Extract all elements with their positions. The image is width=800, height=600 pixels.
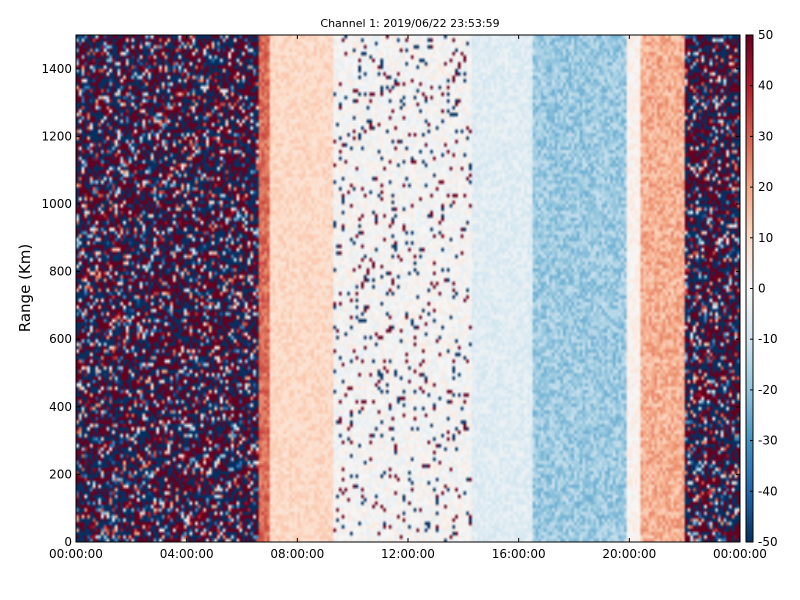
x-tick-label: 00:00:00 bbox=[49, 547, 103, 561]
x-tick-label: 08:00:00 bbox=[270, 547, 324, 561]
x-tick-label: 20:00:00 bbox=[602, 547, 656, 561]
y-tick-label: 1000 bbox=[41, 197, 72, 211]
colorbar-tick-label: -30 bbox=[758, 434, 778, 448]
colorbar-tick-label: -40 bbox=[758, 484, 778, 498]
colorbar-tick-label: 30 bbox=[758, 129, 773, 143]
colorbar-tick-label: 40 bbox=[758, 79, 773, 93]
colorbar-tick-label: -50 bbox=[758, 535, 778, 549]
colorbar-tick-label: 10 bbox=[758, 231, 773, 245]
y-tick-label: 200 bbox=[49, 467, 72, 481]
heatmap-plot-area bbox=[75, 34, 741, 543]
colorbar: 50 40 30 20 10 0 -10 -20 -30 -40 -50 bbox=[745, 28, 778, 549]
y-axis-label: Range (Km) bbox=[16, 244, 34, 332]
x-tick-label: 16:00:00 bbox=[492, 547, 546, 561]
y-tick-label: 0 bbox=[64, 535, 72, 549]
colorbar-tick-label: -20 bbox=[758, 383, 778, 397]
heatmap-image bbox=[76, 35, 740, 542]
y-tick-label: 1200 bbox=[41, 129, 72, 143]
x-tick-label: 12:00:00 bbox=[381, 547, 435, 561]
y-tick-label: 1400 bbox=[41, 62, 72, 76]
colorbar-tick-label: -10 bbox=[758, 332, 778, 346]
y-tick-label: 400 bbox=[49, 400, 72, 414]
x-axis: 00:00:00 04:00:00 08:00:00 12:00:00 16:00:00… bbox=[49, 35, 767, 561]
y-tick-label: 800 bbox=[49, 265, 72, 279]
colorbar-tick-label: 20 bbox=[758, 180, 773, 194]
y-axis: 0 200 400 600 800 1000 1200 1400 bbox=[41, 62, 740, 549]
colorbar-tick-label: 0 bbox=[758, 282, 766, 296]
colorbar-ticks: 50 40 30 20 10 0 -10 -20 -30 -40 -50 bbox=[750, 28, 778, 549]
x-tick-label: 04:00:00 bbox=[160, 547, 214, 561]
x-tick-label: 00:00:00 bbox=[713, 547, 767, 561]
colorbar-tick-label: 50 bbox=[758, 28, 773, 42]
y-tick-label: 600 bbox=[49, 332, 72, 346]
chart-title: Channel 1: 2019/06/22 23:53:59 bbox=[320, 17, 499, 30]
